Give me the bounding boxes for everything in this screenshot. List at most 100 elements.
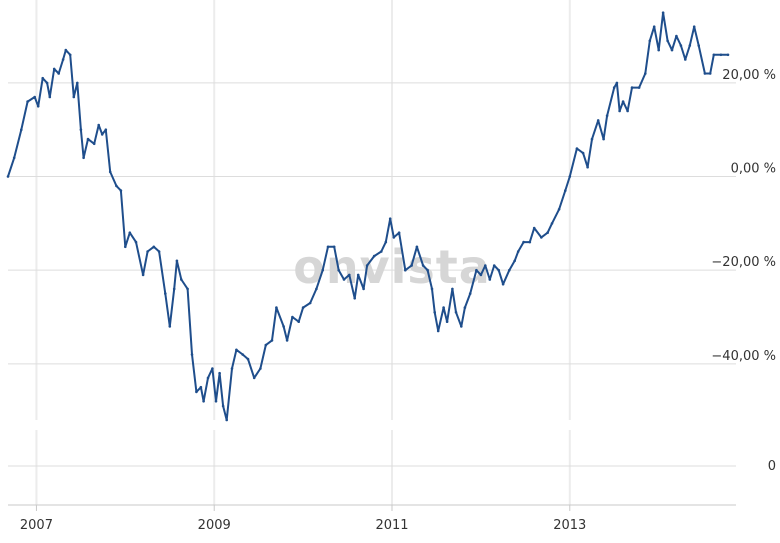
data-point [568,175,572,178]
data-point [618,109,621,113]
data-point [688,44,692,47]
data-point [97,123,100,127]
data-point [497,268,501,272]
data-point [157,250,161,253]
x-tick-label: 2011 [375,518,408,533]
data-point [590,137,594,141]
y-tick-label: −20,00 % [711,255,776,270]
data-point [79,128,83,131]
data-point [61,58,65,61]
data-point [146,250,149,253]
data-point [550,222,554,225]
data-point [86,137,90,141]
data-point [72,95,76,99]
series-line [7,11,729,421]
data-point [501,282,505,286]
data-point [451,287,454,291]
data-point [684,58,687,61]
data-point [692,25,696,29]
data-point [68,53,72,57]
data-point [301,306,305,309]
data-point [282,325,285,328]
data-point [321,268,325,272]
data-point [252,376,256,380]
data-point [206,376,210,380]
onvista-watermark: onvista [293,240,491,294]
data-point [557,208,561,211]
data-point [128,231,132,234]
data-point [211,367,214,370]
data-point [57,72,60,75]
data-point [82,156,85,160]
data-point [380,250,383,253]
data-point [141,273,145,277]
data-point [291,315,294,319]
data-point [372,254,376,258]
data-point [675,34,678,38]
data-point [528,240,532,244]
data-point [615,81,619,85]
data-point [586,165,589,169]
data-point [6,175,10,178]
data-point [384,240,388,244]
data-point [64,48,68,52]
data-point [630,86,634,89]
volume-panel: 0 [8,459,776,506]
x-tick-label: 2007 [20,518,53,533]
data-point [124,245,127,249]
data-point [712,53,716,57]
data-point [52,67,56,71]
data-point [644,72,647,75]
y-tick-label: −40,00 % [711,349,776,364]
data-point [164,292,167,295]
data-point [270,339,274,342]
data-point [637,86,641,89]
data-point [332,245,336,249]
data-point [365,264,369,267]
data-point [388,217,392,220]
data-point [246,357,250,361]
data-point [648,39,652,43]
data-point [168,325,172,328]
data-point [546,231,549,234]
data-point [353,297,357,300]
data-point [652,25,656,29]
data-point [199,385,203,389]
data-point [670,48,674,52]
data-point [33,95,36,99]
y-tick-label: 0,00 % [731,162,776,177]
data-point [484,264,487,267]
data-point [575,147,579,150]
data-point [275,306,278,309]
data-point [115,184,118,188]
data-point [230,367,234,370]
data-point [508,268,511,272]
data-point [362,287,365,291]
data-point [134,240,138,244]
data-point [513,259,516,263]
data-point [454,311,458,314]
data-point [48,95,52,99]
data-point [581,151,585,155]
data-point [285,339,289,342]
data-point [225,418,228,422]
data-point [392,236,396,239]
data-point [708,72,712,75]
data-point [492,264,496,267]
data-point [195,390,198,394]
data-point [602,137,605,141]
x-tick-label: 2013 [553,518,586,533]
data-point [297,320,301,324]
data-point [605,114,609,117]
data-point [264,343,268,347]
data-point [326,245,330,249]
data-point [719,53,723,57]
data-point [540,236,543,239]
horizontal-gridlines [8,82,736,365]
data-point [460,325,463,328]
data-point [397,231,401,234]
data-point [108,170,112,174]
data-point [410,264,413,267]
data-point [235,348,238,352]
